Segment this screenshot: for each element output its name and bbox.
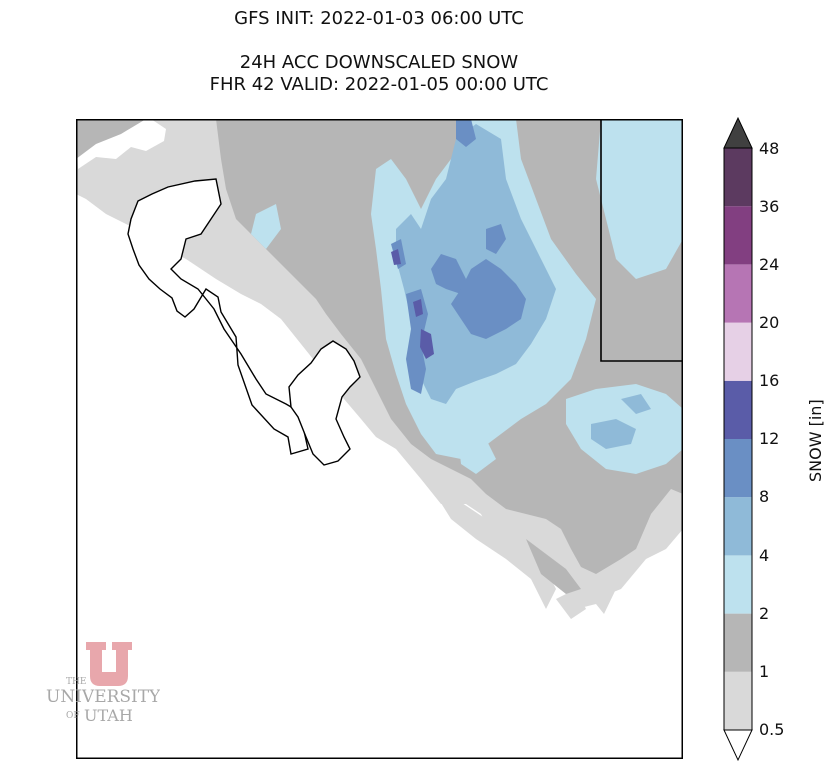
snow-band-8	[431, 254, 466, 294]
colorbar-label: SNOW [in]	[806, 399, 825, 482]
logo-text-university: UNIVERSITY	[46, 687, 160, 707]
snow-band-4	[396, 124, 556, 404]
colorbar-tick-20: 20	[759, 313, 780, 332]
colorbar-segment-8	[724, 439, 752, 498]
colorbar-segment-1	[724, 613, 752, 672]
snow-band-12	[420, 329, 434, 359]
valid-time-title: FHR 42 VALID: 2022-01-05 00:00 UTC	[209, 74, 549, 95]
colorbar-tick-4: 4	[759, 546, 770, 565]
university-of-utah-logo: THE UNIVERSITY OF UTAH	[46, 642, 160, 725]
init-time-title: GFS INIT: 2022-01-03 06:00 UTC	[234, 8, 524, 29]
product-title: 24H ACC DOWNSCALED SNOW	[239, 52, 519, 73]
colorbar-segment-24	[724, 206, 752, 265]
utah-lake-outline	[288, 340, 361, 466]
colorbar-tick-0.5: 0.5	[759, 720, 785, 739]
colorbar-tick-12: 12	[759, 429, 780, 448]
state-boundary	[600, 119, 683, 362]
colorbar-segment-2	[724, 555, 752, 614]
colorbar-tick-8: 8	[759, 487, 770, 506]
logo-text-of: OF	[66, 711, 80, 721]
logo-text-the: THE	[66, 677, 86, 687]
snow-map	[76, 119, 683, 759]
colorbar-frame	[723, 147, 753, 731]
colorbar-tick-24: 24	[759, 255, 780, 274]
colorbar-tick-2: 2	[759, 604, 770, 623]
colorbar-extend-max	[723, 116, 753, 149]
colorbar-segment-12	[724, 380, 752, 439]
colorbar-tick-1: 1	[759, 662, 770, 681]
block-u-emblem	[86, 642, 132, 686]
colorbar-tick-16: 16	[759, 371, 780, 390]
colorbar-segment-16	[724, 322, 752, 381]
colorbar-segment-20	[724, 264, 752, 323]
great-salt-lake-outline	[127, 178, 309, 455]
colorbar-segment-0.5	[724, 671, 752, 730]
colorbar-segment-4	[724, 497, 752, 556]
colorbar-extend-min	[723, 729, 753, 762]
logo-text-utah: UTAH	[84, 706, 133, 725]
colorbar-tick-48: 48	[759, 139, 780, 158]
snow-colorbar	[723, 116, 753, 762]
colorbar-segment-36	[724, 148, 752, 207]
colorbar-tick-36: 36	[759, 197, 780, 216]
